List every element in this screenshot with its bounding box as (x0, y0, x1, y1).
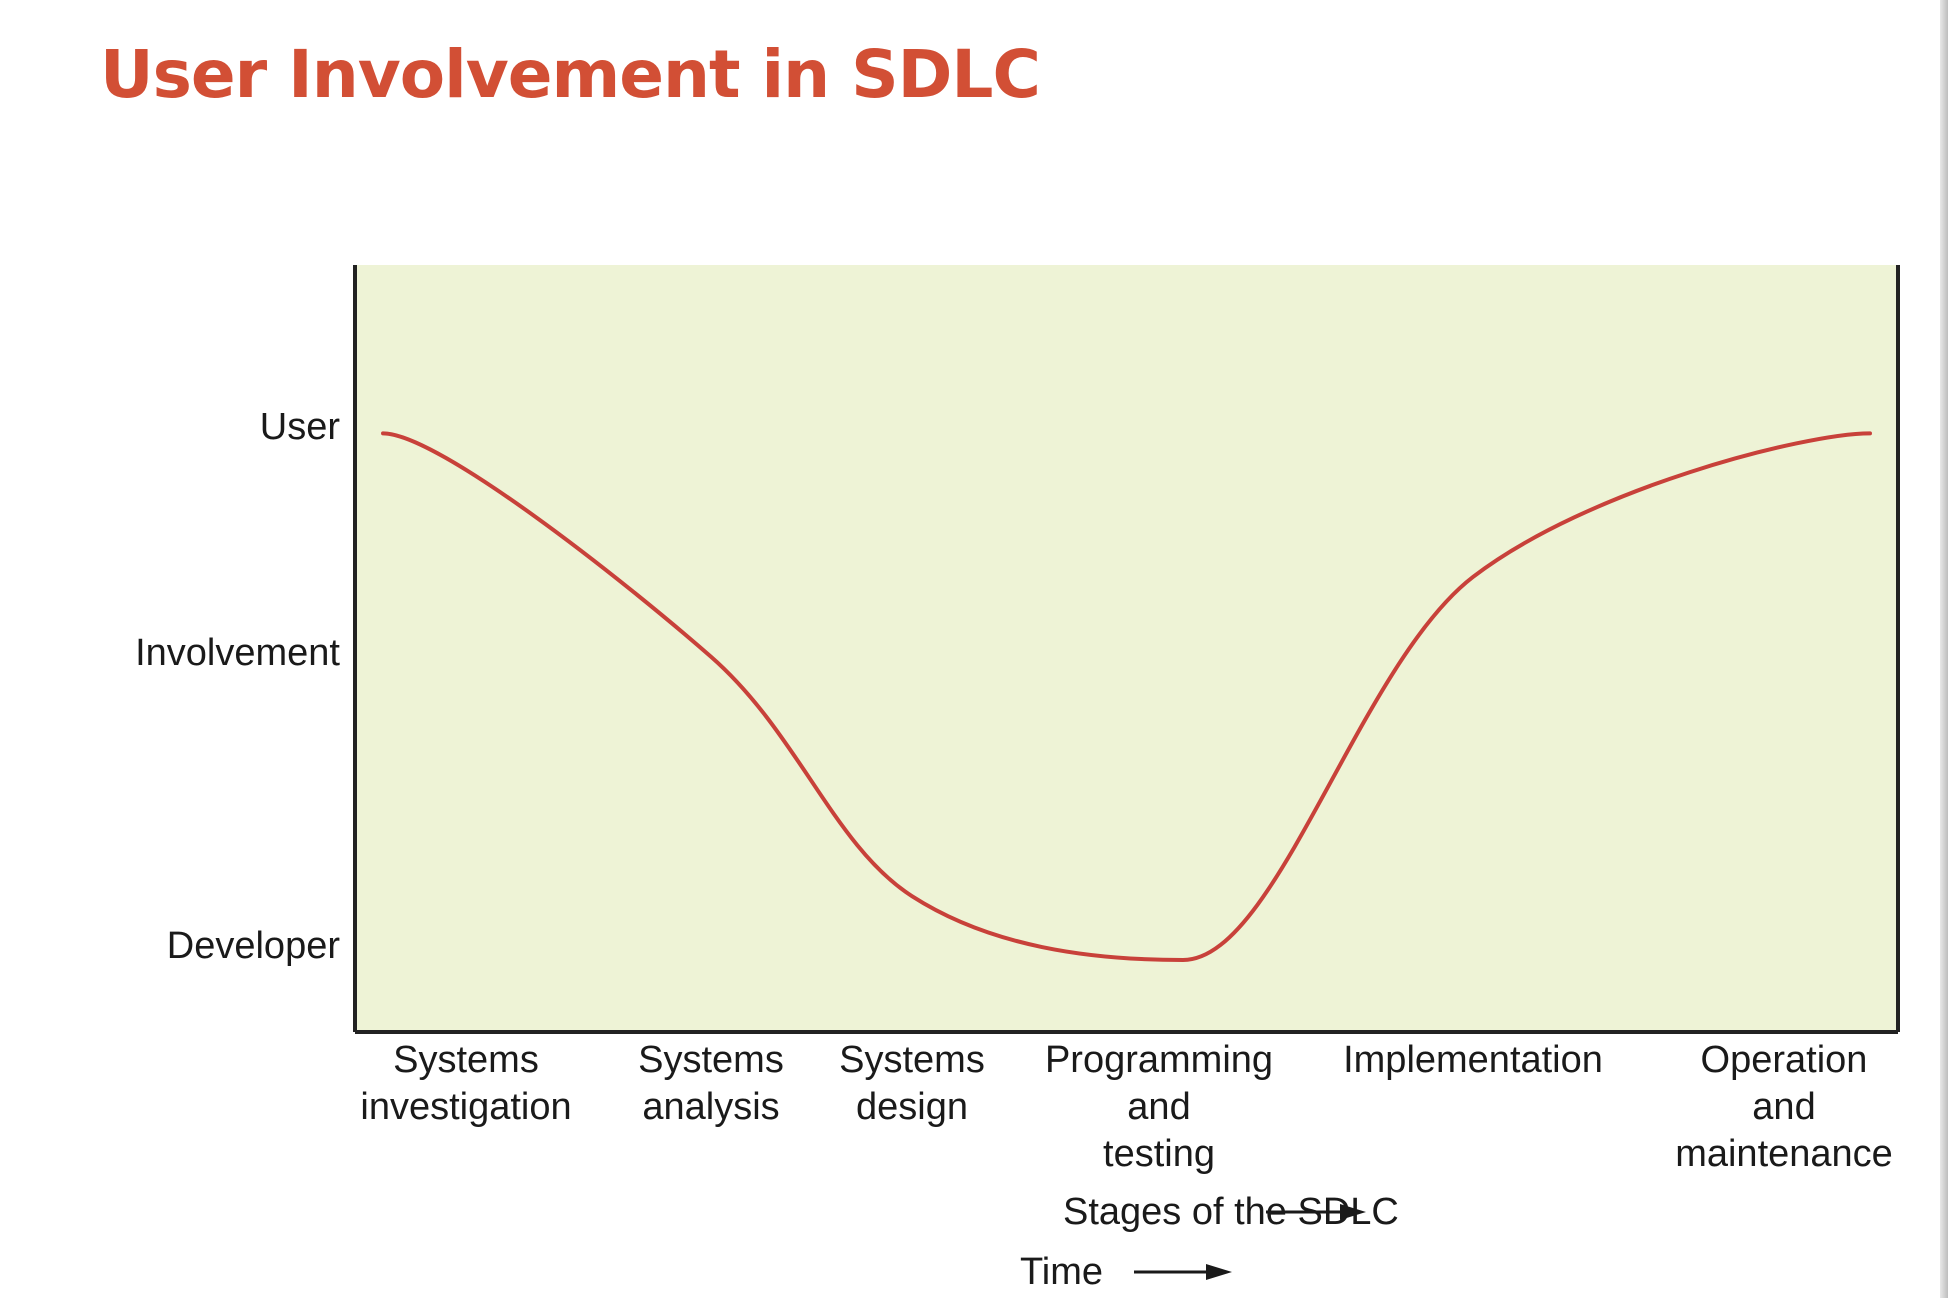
x-tick-label-1: Systems investigation (360, 1039, 571, 1128)
plot-area (355, 265, 1898, 1032)
slide-right-edge (1940, 0, 1948, 1298)
slide-title: User Involvement in SDLC (100, 36, 1041, 113)
y-tick-label-user: User (260, 406, 341, 448)
y-tick-labels: User Involvement Developer (135, 406, 340, 967)
user-involvement-curve (381, 431, 1872, 963)
x-tick-label-6: Operation and maintenance (1675, 1039, 1893, 1175)
x-tick-label-5: Implementation (1343, 1039, 1603, 1081)
y-tick-label-involvement: Involvement (135, 632, 340, 674)
x-tick-label-4: Programming and testing (1045, 1039, 1273, 1175)
y-tick-label-developer: Developer (167, 925, 341, 967)
time-arrow (1134, 1264, 1232, 1280)
x-tick-label-2: Systems analysis (638, 1039, 784, 1128)
x-tick-labels: Systems investigation Systems analysis Syste… (360, 1039, 1892, 1175)
x-axis-caption-time: Time (1020, 1251, 1103, 1293)
x-tick-label-3: Systems design (839, 1039, 985, 1128)
stages-arrow (1266, 1204, 1366, 1220)
